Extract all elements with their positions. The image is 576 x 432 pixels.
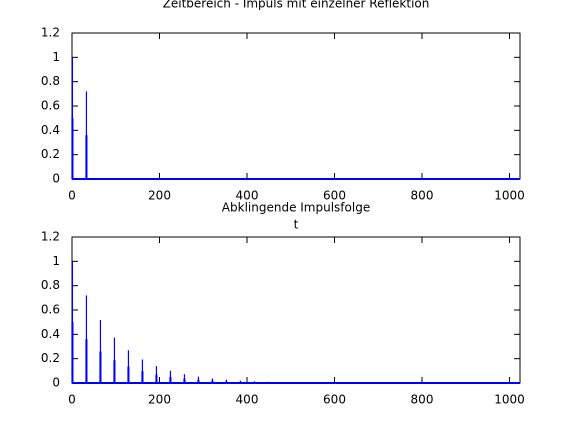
x-tick-label: 800: [411, 393, 434, 407]
x-tick-label: 800: [411, 189, 434, 203]
plot-frame: [71, 236, 521, 384]
x-tick-label: 1000: [494, 189, 525, 203]
y-tick-label: 1.2: [41, 230, 60, 244]
y-tick-label: 0.6: [41, 99, 60, 113]
y-tick-label: 0.8: [41, 74, 60, 88]
chart-title: Zeitbereich - Impuls mit einzelner Refle…: [163, 0, 430, 11]
y-tick-label: 1: [52, 254, 60, 268]
y-tick-label: 0.4: [41, 123, 60, 137]
x-tick-label: 400: [236, 393, 259, 407]
y-tick-label: 0: [52, 172, 60, 186]
y-tick-label: 0: [52, 376, 60, 390]
y-tick-label: 0.8: [41, 278, 60, 292]
x-axis-label: t: [294, 218, 299, 232]
x-tick-label: 400: [236, 189, 259, 203]
x-tick-label: 0: [68, 189, 76, 203]
y-tick-label: 1: [52, 50, 60, 64]
x-tick-label: 600: [323, 393, 346, 407]
chart-title: Abklingende Impulsfolge: [222, 201, 370, 215]
x-tick-label: 0: [68, 393, 76, 407]
x-tick-label: 1000: [494, 393, 525, 407]
x-tick-label: 200: [148, 189, 171, 203]
plot-frame: [71, 32, 521, 180]
y-tick-label: 1.2: [41, 26, 60, 40]
y-tick-label: 0.4: [41, 327, 60, 341]
x-tick-label: 200: [148, 393, 171, 407]
y-tick-label: 0.6: [41, 303, 60, 317]
y-tick-label: 0.2: [41, 147, 60, 161]
x-tick-label: 600: [323, 189, 346, 203]
y-tick-label: 0.2: [41, 351, 60, 365]
